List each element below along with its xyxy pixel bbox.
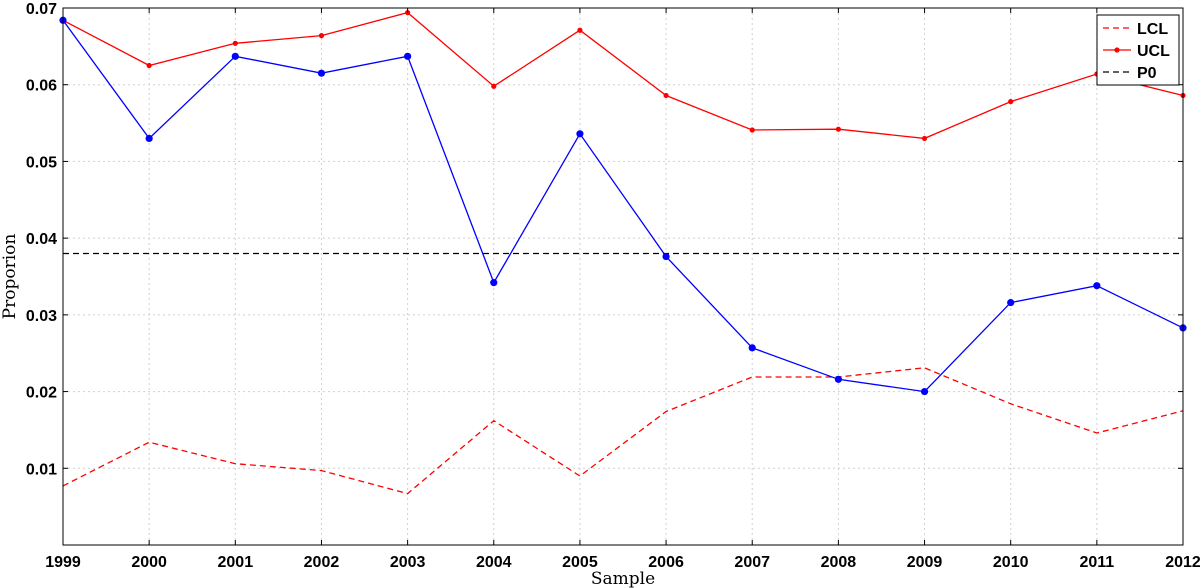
data-point [146,62,152,69]
data-point [748,344,756,352]
data-point [317,69,326,77]
data-point [231,52,239,60]
plot-series [59,10,1187,495]
legend-label: P0 [1137,65,1157,82]
data-point [662,252,670,261]
x-tick-label: 2009 [907,554,943,571]
legend-marker [1114,47,1120,53]
y-tick-label: 0.06 [26,78,57,95]
data-point [663,92,669,99]
data-point [491,83,497,89]
x-tick-label: 1999 [45,554,81,571]
y-tick-label: 0.05 [26,154,57,171]
data-point [1007,298,1015,307]
x-tick-label: 2007 [734,554,770,571]
plot-frame [62,7,1184,546]
x-tick-label: 2002 [304,554,340,571]
data-point [834,375,842,383]
x-axis-title: Sample [591,569,655,588]
legend: LCL UCL P0 [1096,14,1180,86]
x-tick-label: 2001 [218,554,254,571]
x-tick-label: 2010 [993,554,1029,571]
grid [63,7,1183,545]
series-line-ucl [62,11,1184,140]
data-point [1093,282,1101,290]
data-point [318,33,325,39]
series-line-observed [62,19,1184,393]
x-tick-label: 2008 [821,554,857,571]
y-tick-label: 0.03 [26,308,57,325]
y-tick-label: 0.04 [26,231,57,248]
axes: 0.01 0.02 0.03 0.04 0.05 0.06 0.07 1999 2000 2001… [26,1,1200,571]
x-tick-label: 2004 [476,554,512,571]
data-point [232,40,238,46]
x-tick-label: 2005 [562,554,598,571]
x-tick-label: 2003 [390,554,426,571]
x-tick-label: 2011 [1079,554,1114,571]
y-axis-title: Proporion [0,234,20,320]
data-point [1008,98,1014,105]
data-point [920,387,929,396]
data-point [576,130,584,138]
y-tick-label: 0.01 [26,461,57,478]
y-tick-label: 0.07 [26,1,57,18]
y-tick-label: 0.02 [26,385,57,402]
data-point [404,52,412,60]
series-line-lcl [62,367,1184,495]
data-point [145,134,153,143]
data-point [490,279,498,287]
legend-label: LCL [1137,21,1168,38]
data-point [577,27,583,33]
data-point [749,127,755,133]
x-tick-label: 2012 [1165,554,1200,571]
legend-label: UCL [1137,43,1170,60]
x-tick-label: 2000 [131,554,167,571]
data-point [835,126,841,132]
x-tick-label: 2006 [648,554,684,571]
data-point [921,135,928,142]
